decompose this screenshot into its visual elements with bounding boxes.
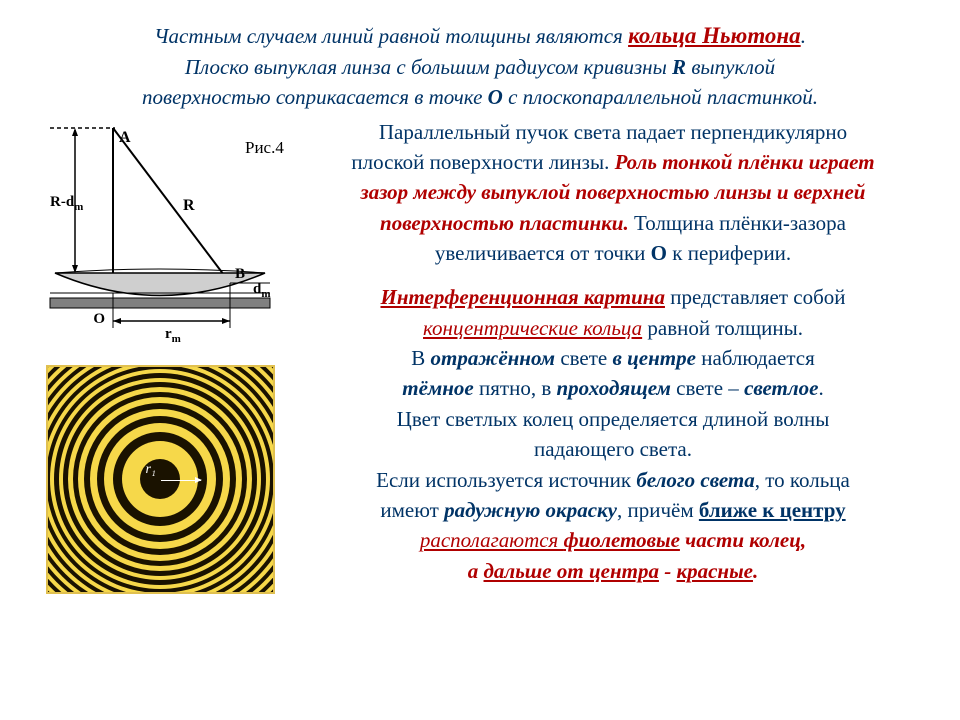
p2-l9: располагаются фиолетовые части колец, bbox=[296, 526, 930, 554]
rings-r1-label: r₁ bbox=[146, 462, 156, 478]
intro-l2a: Плоско выпуклая линза с большим радиусом… bbox=[185, 55, 672, 79]
p2-l5: Цвет светлых колец определяется длиной в… bbox=[296, 405, 930, 433]
fig4-label-B: B bbox=[235, 266, 245, 282]
p2-l7: Если используется источник белого света,… bbox=[296, 466, 930, 494]
p1-l5: увеличивается от точки О к периферии. bbox=[296, 239, 930, 267]
intro-line-1: Частным случаем линий равной толщины явл… bbox=[30, 20, 930, 51]
fig4-label-A: A bbox=[119, 129, 131, 146]
intro-l3b: с плоскопараллельной пластинкой. bbox=[503, 85, 818, 109]
fig4-label-Rdm: R-d bbox=[50, 194, 75, 210]
svg-text:R-dm: R-dm bbox=[50, 194, 83, 213]
p2-l3: В отражённом свете в центре наблюдается bbox=[296, 344, 930, 372]
p1-l1: Параллельный пучок света падает перпенди… bbox=[296, 118, 930, 146]
svg-text:dm: dm bbox=[253, 281, 271, 300]
newton-rings-image: r₁ bbox=[46, 365, 275, 594]
figure-4-diagram: A B O R R-dm dm rm Рис.4 bbox=[35, 118, 285, 343]
fig4-label-O: O bbox=[93, 311, 105, 327]
p1-l2: плоской поверхности линзы. Роль тонкой п… bbox=[296, 148, 930, 176]
p1-role: Роль тонкой плёнки играет bbox=[615, 150, 875, 174]
p2-l4: тёмное пятно, в проходящем свете – светл… bbox=[296, 374, 930, 402]
p2-l6: падающего света. bbox=[296, 435, 930, 463]
intro-l1a: Частным случаем линий равной толщины явл… bbox=[154, 24, 628, 48]
fig4-caption: Рис.4 bbox=[245, 138, 284, 157]
intro-R: R bbox=[672, 55, 686, 79]
p2-l8: имеют радужную окраску, причём ближе к ц… bbox=[296, 496, 930, 524]
p1-l3: зазор между выпуклой поверхностью линзы … bbox=[296, 178, 930, 206]
p2-l1: Интерференционная картина представляет с… bbox=[296, 283, 930, 311]
intro-l1c: . bbox=[801, 24, 806, 48]
intro-line-3: поверхностью соприкасается в точке O с п… bbox=[30, 83, 930, 111]
intro-l2b: выпуклой bbox=[686, 55, 775, 79]
p2-interf-pattern: Интерференционная картина bbox=[380, 285, 664, 309]
p1-l4: поверхностью пластинки. Толщина плёнки-з… bbox=[296, 209, 930, 237]
intro-O: O bbox=[488, 85, 503, 109]
p2-l2: концентрические кольца равной толщины. bbox=[296, 314, 930, 342]
p2-l10: а дальше от центра - красные. bbox=[296, 557, 930, 585]
svg-text:rm: rm bbox=[165, 326, 181, 343]
p2-concentric: концентрические кольца bbox=[423, 316, 642, 340]
intro-l3a: поверхностью соприкасается в точке bbox=[142, 85, 488, 109]
intro-line-2: Плоско выпуклая линза с большим радиусом… bbox=[30, 53, 930, 81]
intro-newton-rings: кольца Ньютона bbox=[628, 23, 801, 48]
fig4-label-R: R bbox=[183, 197, 195, 214]
